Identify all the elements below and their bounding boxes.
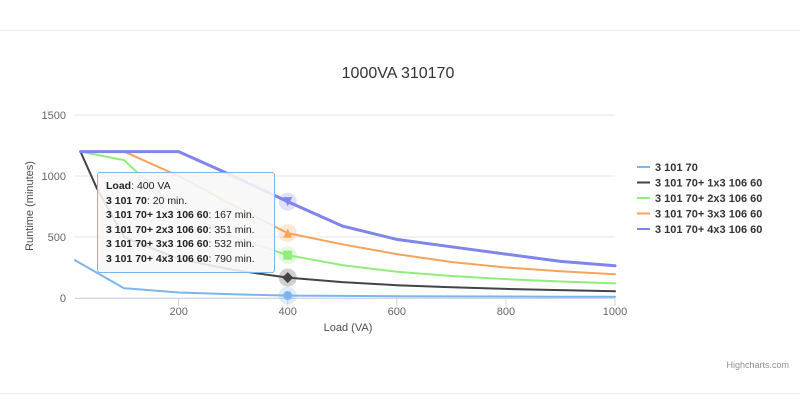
credits-link[interactable]: Highcharts.com: [726, 360, 789, 370]
tooltip-series-name: 3 101 70: [106, 194, 147, 207]
tooltip-row: 3 101 70+ 4x3 106 60: 790 min.: [106, 252, 255, 265]
hover-marker-1[interactable]: [283, 291, 293, 301]
chart-title: 1000VA 310170: [342, 65, 455, 82]
legend-item-3[interactable]: 3 101 70+ 2x3 106 60: [655, 193, 762, 205]
hover-marker-4[interactable]: [283, 228, 293, 238]
tooltip-series-name: 3 101 70+ 4x3 106 60: [106, 252, 209, 265]
tooltip-row: 3 101 70: 20 min.: [106, 194, 188, 207]
y-tick-label: 500: [48, 232, 66, 244]
hover-marker-2[interactable]: [282, 272, 294, 284]
tooltip-series-value: 351 min.: [214, 223, 255, 236]
tooltip-row: 3 101 70+ 1x3 106 60: 167 min.: [106, 209, 255, 221]
tooltip: Load: 400 VA 3 101 70: 20 min. 3 101 70+…: [97, 172, 275, 273]
tooltip-series-value: 20 min.: [152, 194, 188, 207]
hover-marker-3[interactable]: [283, 250, 293, 260]
tooltip-series-name: 3 101 70+ 2x3 106 60: [106, 223, 209, 236]
bottom-divider: [0, 393, 800, 394]
x-axis-title: Load (VA): [324, 322, 373, 334]
tooltip-series-name: 3 101 70+ 3x3 106 60: [106, 238, 209, 250]
legend: 3 101 70 3 101 70+ 1x3 106 60 3 101 70+ 2x…: [637, 162, 762, 236]
legend-item-4[interactable]: 3 101 70+ 3x3 106 60: [655, 209, 762, 221]
tooltip-series-value: 167 min.: [214, 209, 255, 221]
series-line-4[interactable]: [79, 150, 616, 276]
series-line-5[interactable]: [79, 150, 617, 268]
hover-marker-5[interactable]: [283, 197, 293, 207]
y-axis-title: Runtime (minutes): [24, 161, 36, 251]
legend-item-2[interactable]: 3 101 70+ 1x3 106 60: [655, 178, 762, 190]
tooltip-x-label: Load: [106, 180, 132, 192]
tooltip-row: 3 101 70+ 3x3 106 60: 532 min.: [106, 238, 255, 250]
x-tick-label: 800: [497, 306, 515, 318]
x-tick-label: 400: [279, 306, 297, 318]
tooltip-header: Load: 400 VA: [106, 179, 266, 194]
x-tick-label: 600: [388, 306, 406, 318]
y-tick-label: 0: [60, 293, 66, 305]
tooltip-series-name: 3 101 70+ 1x3 106 60: [106, 209, 209, 221]
marker-layer: [278, 192, 297, 305]
tooltip-row: 3 101 70+ 2x3 106 60: 351 min.: [106, 223, 255, 236]
tooltip-series-value: 532 min.: [214, 238, 255, 250]
y-tick-label: 1000: [42, 171, 66, 183]
x-tick-label: 200: [169, 306, 187, 318]
x-tick-label: 1000: [603, 306, 627, 318]
y-tick-label: 1500: [42, 110, 66, 122]
tooltip-colon: :: [131, 180, 137, 192]
series-line-1[interactable]: [74, 259, 616, 298]
tooltip-x-value: 400 VA: [136, 180, 171, 192]
tooltip-series-value: 790 min.: [214, 252, 255, 265]
legend-item-5[interactable]: 3 101 70+ 4x3 106 60: [655, 224, 762, 236]
legend-item-1[interactable]: 3 101 70: [655, 162, 698, 174]
top-divider: [0, 30, 800, 31]
axis-layer: 0 500 1000 1500 200 400 600 800 1000: [42, 110, 628, 318]
